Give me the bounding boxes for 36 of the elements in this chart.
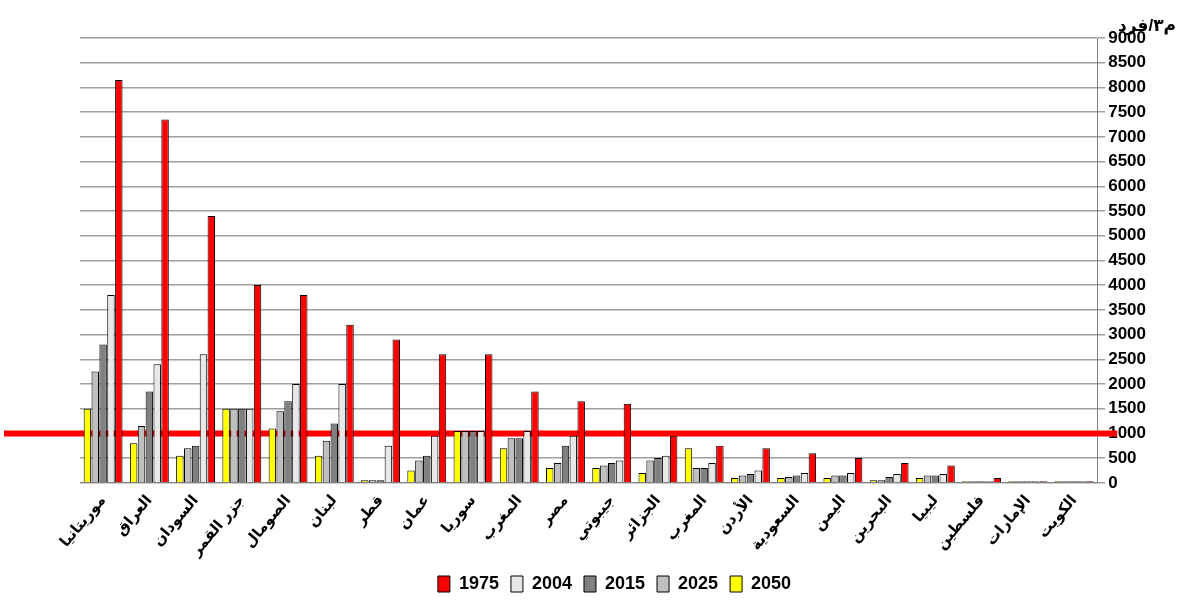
legend-label: 2050	[751, 572, 792, 593]
y-tick-label: 3000	[1108, 324, 1147, 344]
y-tick-label: 1500	[1108, 398, 1147, 418]
legend-label: 2015	[604, 572, 646, 593]
legend-label: 1975	[458, 572, 499, 593]
y-tick-label: 7500	[1108, 101, 1147, 121]
y-tick-label: 4000	[1108, 274, 1147, 294]
x-tick-label: لبنان	[303, 491, 340, 530]
y-tick-label: 7000	[1108, 126, 1147, 146]
y-tick-label: 5000	[1108, 225, 1147, 245]
x-tick-label: الأردن	[713, 491, 757, 538]
y-tick-label: 500	[1108, 447, 1137, 467]
x-tick-label: مصر	[535, 491, 572, 530]
y-tick-label: 8000	[1108, 77, 1147, 97]
y-tick-label: 2500	[1108, 348, 1147, 368]
y-tick-label: 8500	[1108, 52, 1147, 72]
y-tick-label: 6000	[1108, 175, 1147, 195]
legend-label: 2004	[531, 572, 572, 593]
y-tick-label: 3500	[1108, 299, 1147, 319]
y-tick-label: 4500	[1108, 250, 1147, 270]
x-tick-label: قطر	[350, 491, 387, 530]
y-tick-label: 5500	[1108, 200, 1147, 220]
y-tick-label: 2000	[1108, 373, 1147, 393]
x-tick-label: المغرب	[662, 491, 711, 544]
x-tick-label: موريتانيا	[55, 491, 110, 551]
x-tick-label: سوريا	[437, 491, 480, 537]
x-tick-label: الكويت	[1034, 491, 1081, 542]
x-tick-label: عمان	[394, 491, 433, 532]
legend-label: 2025	[678, 572, 719, 593]
x-tick-label: الجزائر	[616, 491, 665, 543]
x-tick-label: جيبوتي	[569, 491, 618, 544]
x-tick-label: العراق	[111, 491, 156, 539]
y-tick-label: 0	[1108, 472, 1118, 492]
x-tick-label: المغرب	[477, 491, 526, 544]
x-tick-label: ليبيا	[908, 491, 941, 525]
y-tick-label: 6500	[1108, 151, 1147, 171]
